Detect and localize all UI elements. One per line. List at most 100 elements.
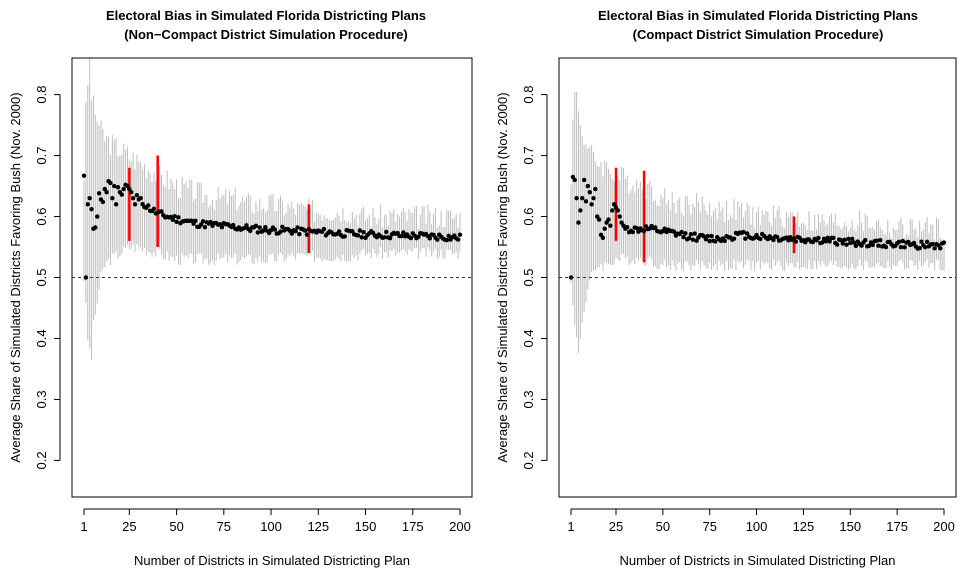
interval-series [83,58,461,360]
data-point [261,228,266,233]
data-point [359,235,364,240]
y-tick-label: 0.8 [34,86,49,104]
data-point [278,229,283,234]
data-point [361,230,366,235]
data-point [688,231,694,237]
data-point [130,196,136,201]
data-point [686,235,692,241]
data-point [774,234,780,240]
data-point [825,235,830,241]
data-point [132,202,138,207]
data-point [743,236,748,241]
y-axis-label: Average Share of Simulated Districts Fav… [8,92,23,462]
data-point [146,203,151,208]
data-point [819,240,825,245]
data-point [722,238,727,244]
y-axis: 0.2 0.3 0.4 0.5 0.6 0.7 0.8 [521,86,548,469]
data-point [636,229,641,234]
data-point [121,186,126,192]
data-point [231,222,236,228]
chart-title: Electoral Bias in Simulated Florida Dist… [598,8,918,23]
y-tick-label: 0.8 [521,86,536,104]
data-point [831,235,836,241]
data-point [596,217,602,222]
data-point [705,233,711,239]
data-point [731,236,737,241]
data-point [853,243,859,249]
data-point [170,217,176,222]
data-point [741,229,746,235]
data-point [874,238,879,243]
y-tick-label: 0.2 [521,451,536,469]
data-point [244,223,249,228]
data-point [293,229,298,234]
data-point [870,242,875,248]
data-point [81,173,87,178]
x-tick-label: 100 [260,519,282,534]
data-point [617,214,622,219]
data-point [159,209,164,214]
x-axis-label: Number of Districts in Simulated Distric… [134,553,410,568]
data-point [89,207,94,212]
data-point [615,208,621,213]
data-point [119,192,124,197]
data-point [851,240,857,245]
data-point [342,234,347,239]
data-point [384,229,389,235]
chart-panel-2: Electoral Bias in Simulated Florida Dist… [495,8,957,568]
x-tick-label: 75 [217,519,231,534]
data-point [707,238,712,244]
y-tick-label: 0.7 [521,147,536,165]
y-tick-label: 0.3 [34,390,49,408]
data-point [408,235,414,241]
data-point [115,185,121,190]
data-point [771,237,776,243]
data-point [823,239,829,244]
data-point [321,226,327,232]
data-point [692,231,697,236]
data-point [134,192,140,198]
data-point [683,231,688,236]
data-point [583,199,589,204]
data-point [93,225,98,230]
data-point [151,206,157,212]
data-point [280,224,285,230]
data-point [838,237,844,243]
x-tick-label: 25 [609,519,623,534]
data-point [653,225,658,230]
data-point [387,235,393,241]
data-point [671,229,677,234]
x-tick-label: 100 [746,519,768,534]
x-tick-label: 50 [656,519,670,534]
y-tick-label: 0.6 [521,207,536,225]
data-point [625,225,630,230]
data-point [85,202,90,207]
data-point [198,222,204,227]
data-point [849,236,855,242]
data-point [896,239,902,245]
data-point [589,202,594,207]
data-point [606,217,611,222]
data-point [911,240,917,246]
data-point [129,189,134,195]
data-point [302,228,308,233]
data-point [898,244,904,250]
data-point [110,196,115,201]
data-point [941,240,947,245]
data-point [840,241,845,246]
data-point [602,226,607,231]
data-point [842,237,847,243]
y-tick-label: 0.4 [34,329,49,347]
data-point [416,234,421,239]
x-axis: 1 25 50 75 100 125 150 175 200 [567,508,955,534]
data-point [709,233,714,239]
data-point [568,275,574,280]
data-point [610,208,615,213]
data-point [96,191,102,196]
data-point [457,232,463,237]
x-tick-label: 175 [402,519,424,534]
data-point [172,213,177,219]
chart-subtitle: (Non−Compact District Simulation Procedu… [124,27,408,42]
data-point [576,220,581,225]
data-point [193,218,198,223]
